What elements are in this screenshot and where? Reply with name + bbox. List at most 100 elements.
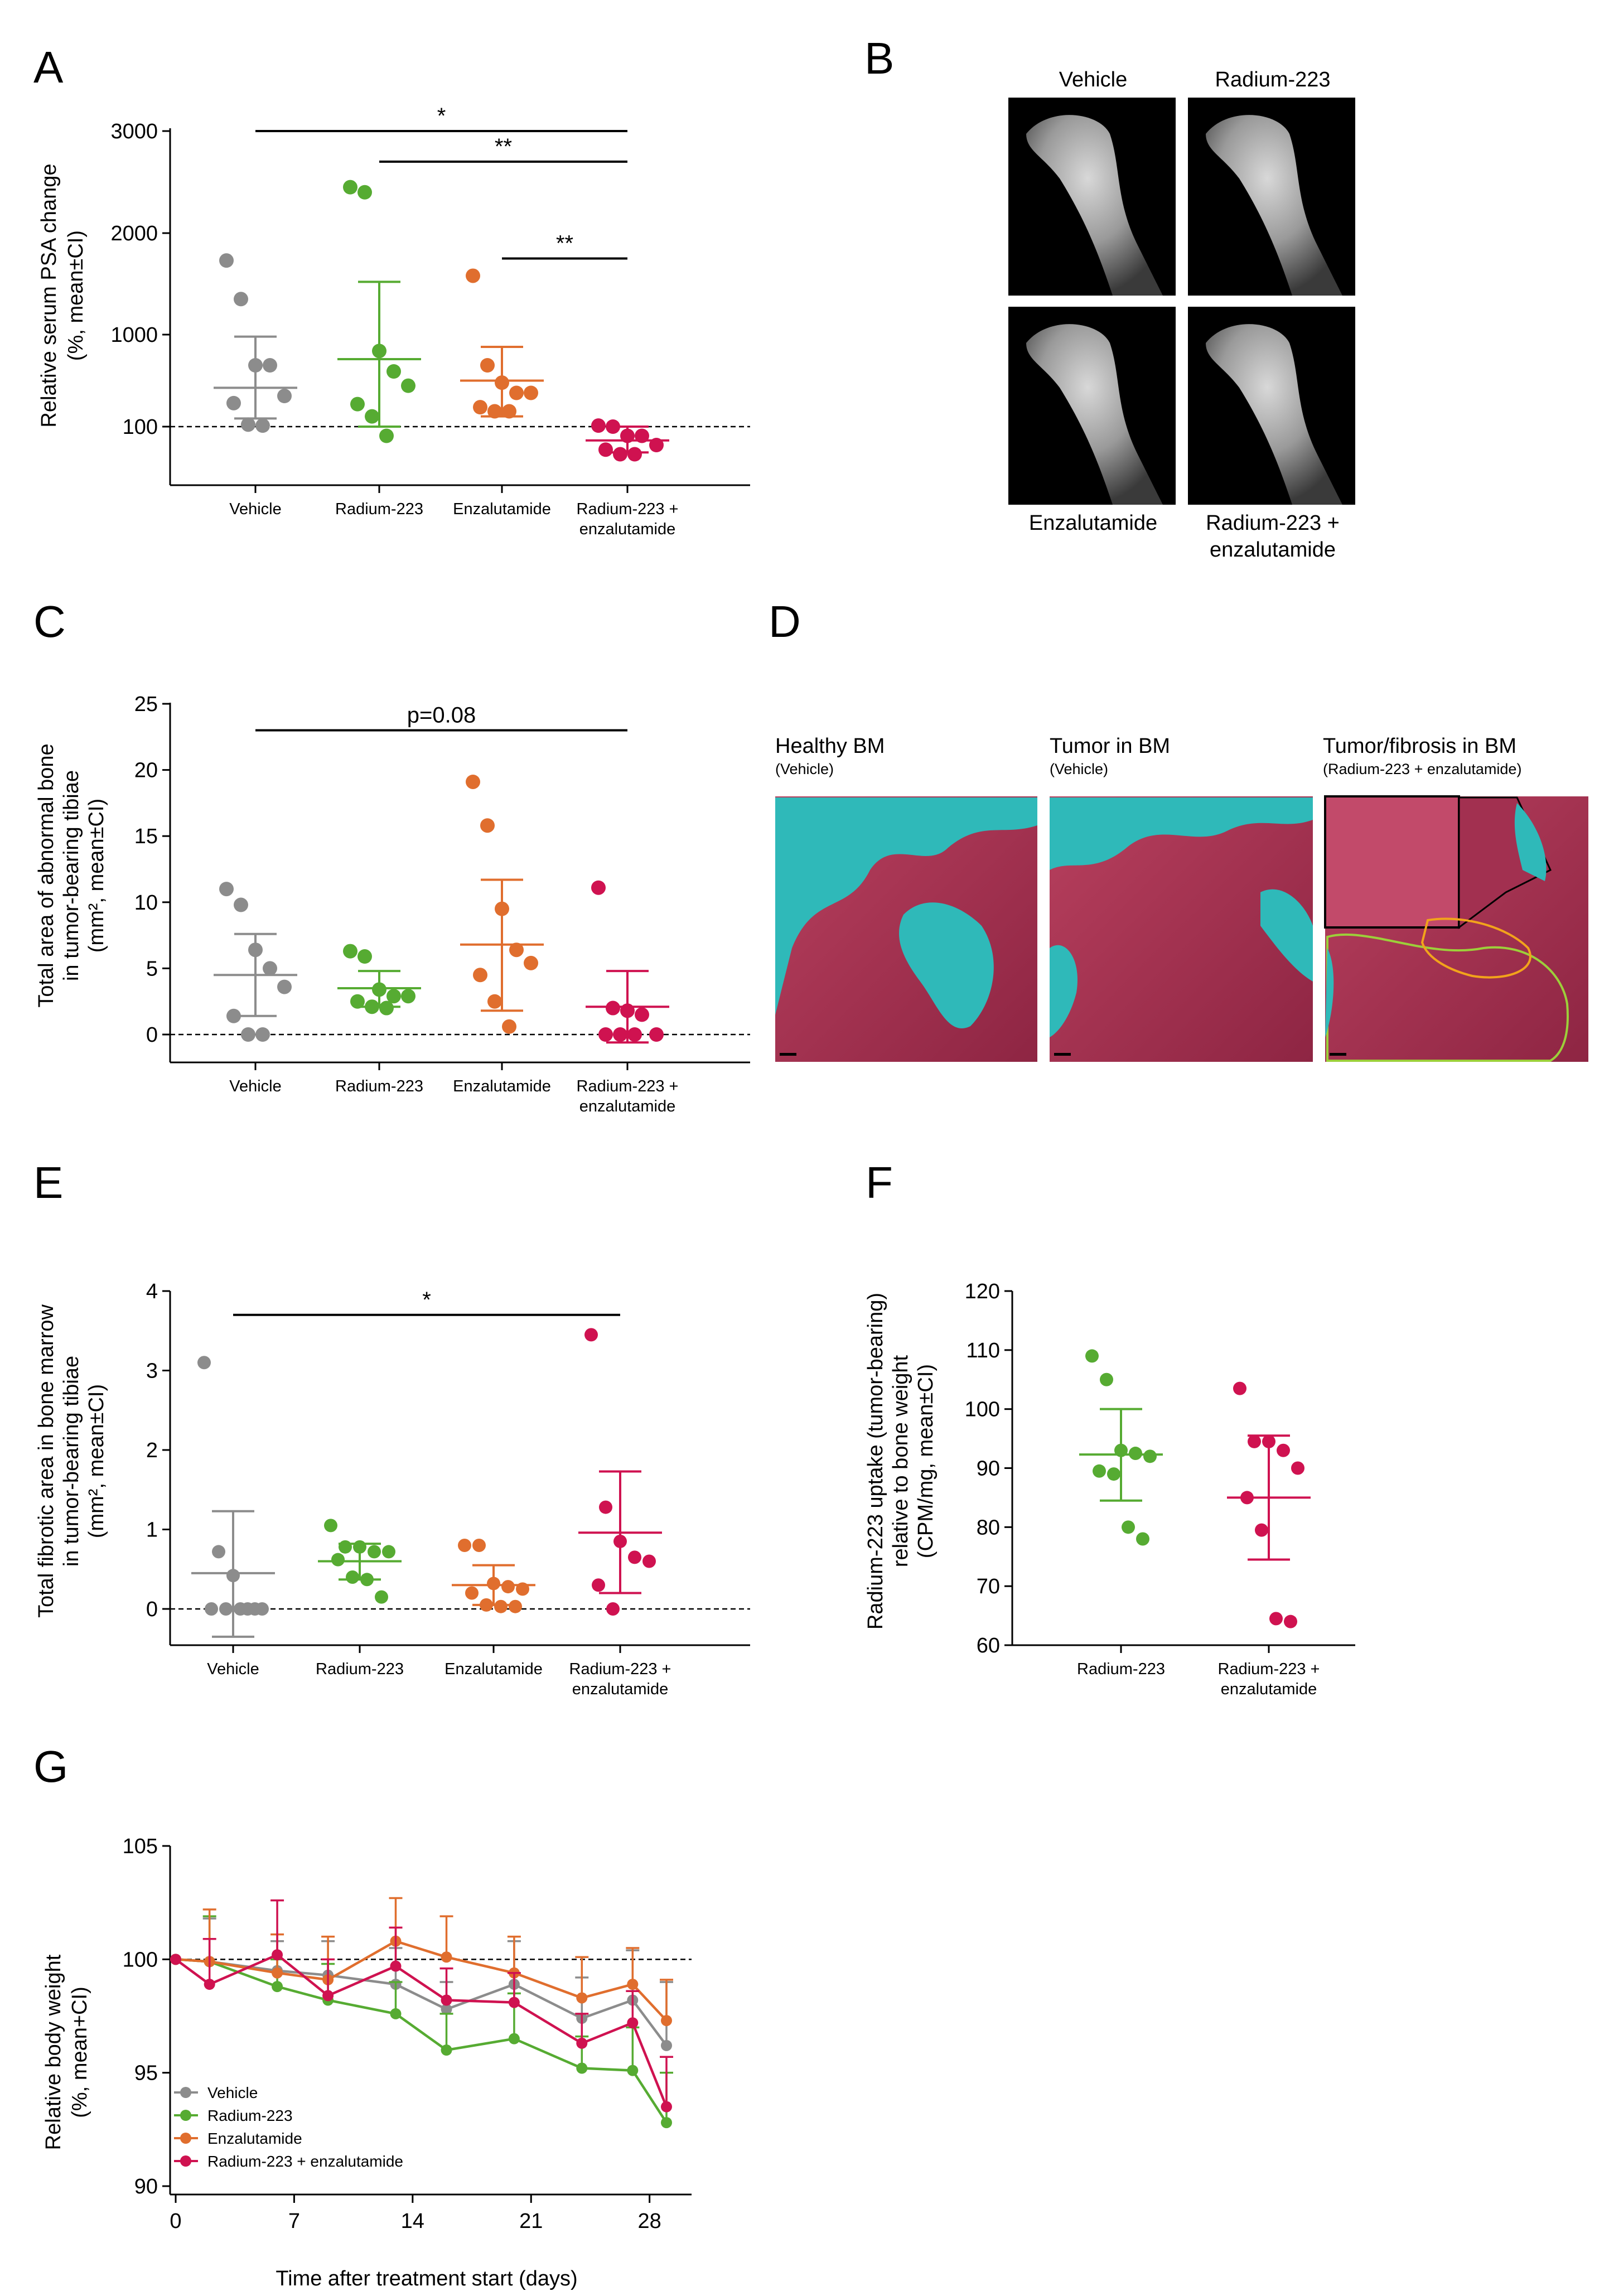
- a-data-point: [401, 378, 415, 393]
- e-category-label: Radium-223: [316, 1660, 404, 1678]
- g-data-point: [441, 2044, 452, 2056]
- a-data-point: [598, 442, 613, 457]
- f-ytick-label: 90: [977, 1457, 1000, 1481]
- g-data-point: [627, 2017, 639, 2029]
- f-data-point: [1143, 1449, 1157, 1463]
- d-subtitle-tumor: (Vehicle): [1050, 761, 1108, 777]
- xray-vehicle: [1008, 98, 1176, 296]
- c-data-point: [598, 1027, 613, 1042]
- c-data-point: [620, 1003, 635, 1018]
- a-data-point: [502, 404, 516, 419]
- c-data-point: [357, 949, 372, 964]
- g-ytick-label: 95: [134, 2062, 158, 2085]
- e-data-point: [248, 1602, 262, 1616]
- panel-letter-c: C: [33, 597, 66, 646]
- g-data-point: [441, 1994, 452, 2006]
- f-data-point: [1255, 1523, 1268, 1537]
- a-significance-label: **: [556, 231, 573, 256]
- histology-healthy: [775, 796, 1037, 1062]
- e-data-point: [584, 1328, 598, 1342]
- panel-g-plot: 90 95 100 105 0 7 14 21 28 Vehicle Radium-223 Enzal…: [123, 1835, 692, 2233]
- b-label-radium: Radium-223: [1215, 68, 1331, 91]
- a-data-point: [495, 375, 509, 390]
- g-series-line: [175, 1940, 668, 2022]
- c-data-point: [487, 994, 502, 1009]
- f-data-point: [1129, 1447, 1142, 1461]
- a-data-point: [473, 400, 487, 415]
- a-significance-label: **: [495, 134, 512, 159]
- legend-swatch-marker: [180, 2087, 191, 2098]
- e-ytick-label: 3: [146, 1360, 158, 1383]
- a-data-point: [372, 344, 386, 359]
- e-data-point: [346, 1570, 359, 1584]
- c-data-point: [401, 989, 415, 1004]
- c-data-point: [627, 1027, 642, 1042]
- a-data-point: [255, 418, 270, 433]
- f-data-point: [1262, 1434, 1275, 1448]
- a-ytick-label: 3000: [110, 120, 158, 143]
- panel-c-ylabel: Total area of abnormal bone: [35, 743, 58, 1007]
- a-category-label: enzalutamide: [579, 520, 676, 538]
- e-series-enzalutamide: [452, 1539, 535, 1613]
- f-data-point: [1277, 1443, 1290, 1457]
- g-data-point: [272, 1949, 283, 1961]
- f-data-point: [1114, 1443, 1128, 1457]
- b-label-vehicle: Vehicle: [1059, 68, 1128, 91]
- panel-e-ylabel-3: (mm², mean±CI): [85, 1384, 108, 1538]
- c-data-point: [350, 994, 365, 1009]
- e-category-label: Enzalutamide: [444, 1660, 543, 1678]
- a-series-vehicle: [214, 253, 297, 433]
- a-data-point: [613, 447, 627, 462]
- panel-a-plot: 100 1000 2000 3000 Vehicle Radium-223 Enzaluta…: [110, 104, 750, 538]
- a-ytick-label: 1000: [110, 323, 158, 347]
- a-significance-label: *: [437, 104, 446, 128]
- g-data-point: [661, 2101, 672, 2113]
- panel-c: C Total area of abnormal bone in tumor-b…: [33, 597, 750, 1115]
- a-data-point: [350, 397, 365, 412]
- f-data-point: [1284, 1615, 1297, 1628]
- c-data-point: [372, 982, 386, 997]
- f-category-label: Radium-223: [1077, 1660, 1165, 1678]
- c-category-label: Vehicle: [229, 1077, 282, 1095]
- a-data-point: [524, 385, 538, 400]
- panel-f-ylabel-2: relative to bone weight: [889, 1355, 912, 1567]
- panel-f-ylabel-3: (CPM/mg, mean±CI): [914, 1364, 938, 1558]
- e-data-point: [234, 1602, 247, 1616]
- legend-swatch-marker: [180, 2110, 191, 2121]
- a-data-point: [343, 180, 357, 195]
- g-ytick-label: 90: [134, 2175, 158, 2198]
- a-data-point: [480, 358, 495, 373]
- e-data-point: [628, 1550, 641, 1564]
- a-category-label: Enzalutamide: [453, 500, 551, 518]
- e-data-point: [599, 1500, 612, 1514]
- a-data-point: [226, 395, 241, 410]
- c-data-point: [480, 818, 495, 833]
- g-data-point: [322, 1990, 334, 2002]
- g-data-point: [272, 1967, 283, 1979]
- c-ytick-label: 0: [146, 1023, 158, 1047]
- e-data-point: [642, 1554, 656, 1568]
- c-data-point: [365, 999, 379, 1014]
- histology-fibrosis: [1324, 795, 1588, 1062]
- a-data-point: [620, 428, 635, 443]
- f-data-point: [1107, 1467, 1120, 1481]
- e-data-point: [516, 1582, 529, 1596]
- e-series-radium-223: [318, 1519, 402, 1604]
- c-data-point: [234, 897, 248, 912]
- c-data-point: [219, 882, 234, 897]
- panel-letter-e: E: [33, 1158, 63, 1207]
- a-data-point: [635, 428, 649, 443]
- f-category-label: enzalutamide: [1221, 1680, 1317, 1698]
- f-data-point: [1233, 1381, 1246, 1395]
- panel-e-ylabel-2: in tumor-bearing tibiae: [60, 1356, 83, 1567]
- g-data-point: [627, 1979, 639, 1990]
- g-series-line: [175, 1953, 668, 2108]
- f-data-point: [1136, 1532, 1149, 1546]
- panel-c-ylabel-3: (mm², mean±CI): [85, 799, 108, 953]
- e-data-point: [339, 1540, 352, 1554]
- a-data-point: [277, 389, 292, 403]
- f-ytick-label: 120: [965, 1280, 1000, 1303]
- f-data-point: [1093, 1464, 1106, 1478]
- c-series-radium-223: [337, 944, 421, 1016]
- a-data-point: [386, 364, 401, 379]
